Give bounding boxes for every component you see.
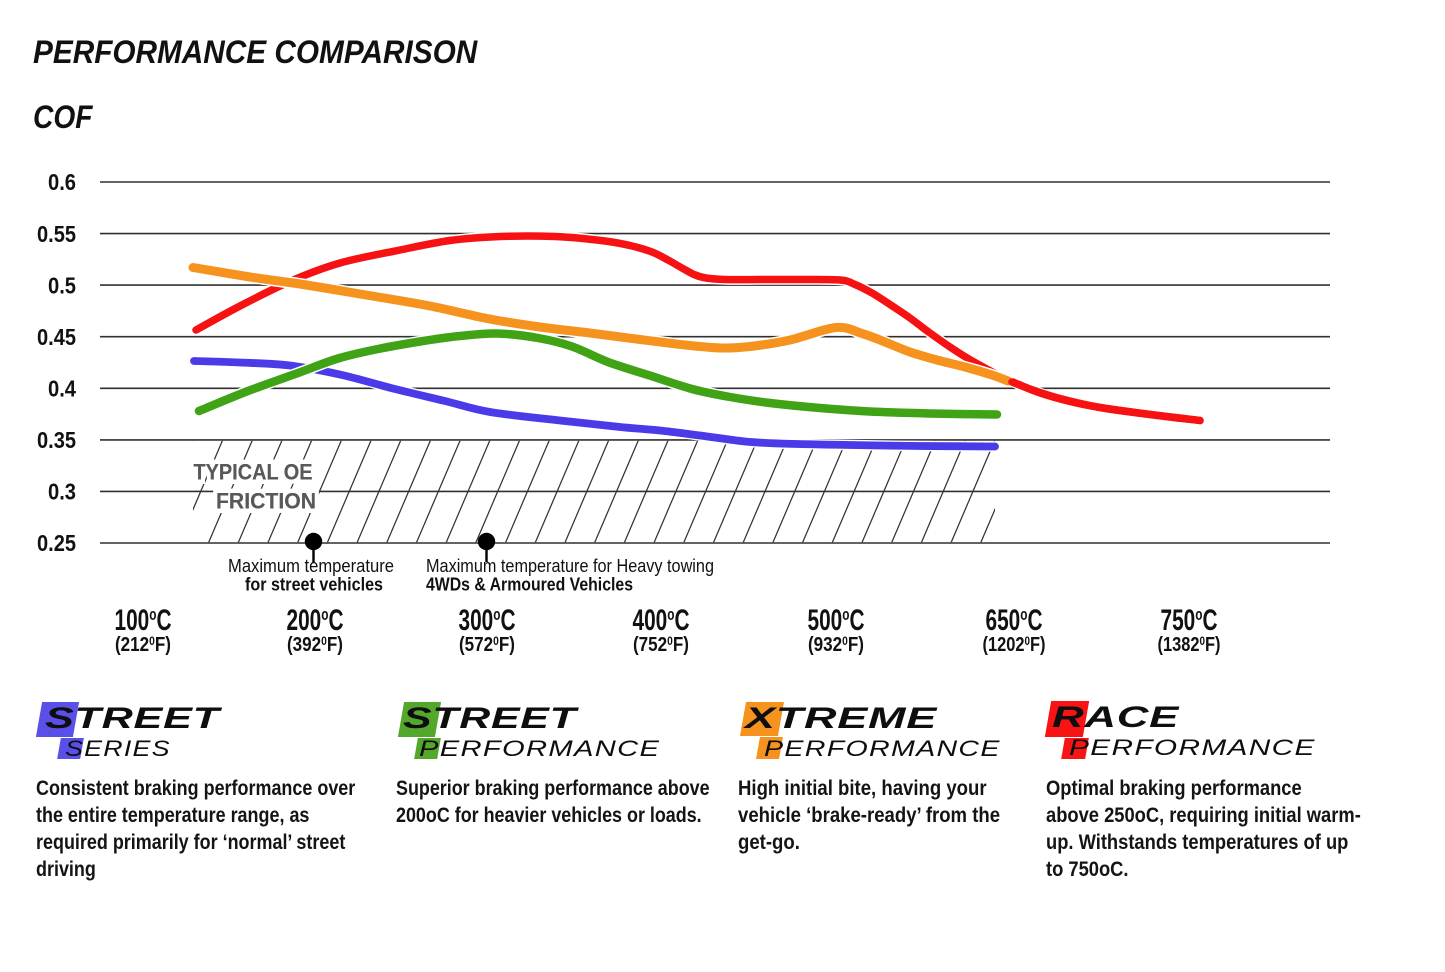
svg-text:FRICTION: FRICTION — [216, 489, 316, 514]
svg-text:(7520F): (7520F) — [633, 634, 689, 656]
svg-text:Maximum temperature: Maximum temperature — [228, 556, 394, 576]
svg-text:400oC: 400oC — [633, 604, 690, 637]
svg-text:650oC: 650oC — [986, 604, 1043, 637]
svg-text:TYPICAL OE: TYPICAL OE — [194, 460, 313, 485]
svg-text:(12020F): (12020F) — [983, 634, 1046, 656]
svg-text:500oC: 500oC — [808, 604, 865, 637]
svg-text:(2120F): (2120F) — [115, 634, 171, 656]
svg-text:0.55: 0.55 — [37, 221, 76, 247]
svg-text:0.4: 0.4 — [48, 376, 76, 402]
svg-text:0.35: 0.35 — [37, 427, 76, 453]
svg-text:0.45: 0.45 — [37, 324, 76, 350]
svg-text:(9320F): (9320F) — [808, 634, 864, 656]
svg-text:(13820F): (13820F) — [1158, 634, 1221, 656]
svg-text:(3920F): (3920F) — [287, 634, 343, 656]
svg-text:750oC: 750oC — [1161, 604, 1218, 637]
svg-text:300oC: 300oC — [459, 604, 516, 637]
svg-text:0.5: 0.5 — [48, 272, 76, 298]
svg-text:0.25: 0.25 — [37, 530, 76, 556]
svg-text:Maximum temperature for Heavy: Maximum temperature for Heavy towing — [426, 556, 714, 576]
svg-text:TYPICAL OE: TYPICAL OE — [194, 460, 313, 485]
svg-text:200oC: 200oC — [287, 604, 344, 637]
svg-text:0.3: 0.3 — [48, 479, 76, 505]
svg-text:100oC: 100oC — [115, 604, 172, 637]
svg-text:FRICTION: FRICTION — [216, 489, 316, 514]
svg-text:4WDs & Armoured Vehicles: 4WDs & Armoured Vehicles — [426, 575, 633, 595]
svg-text:0.6: 0.6 — [48, 169, 76, 195]
svg-text:(5720F): (5720F) — [459, 634, 515, 656]
svg-text:for street vehicles: for street vehicles — [245, 575, 383, 595]
